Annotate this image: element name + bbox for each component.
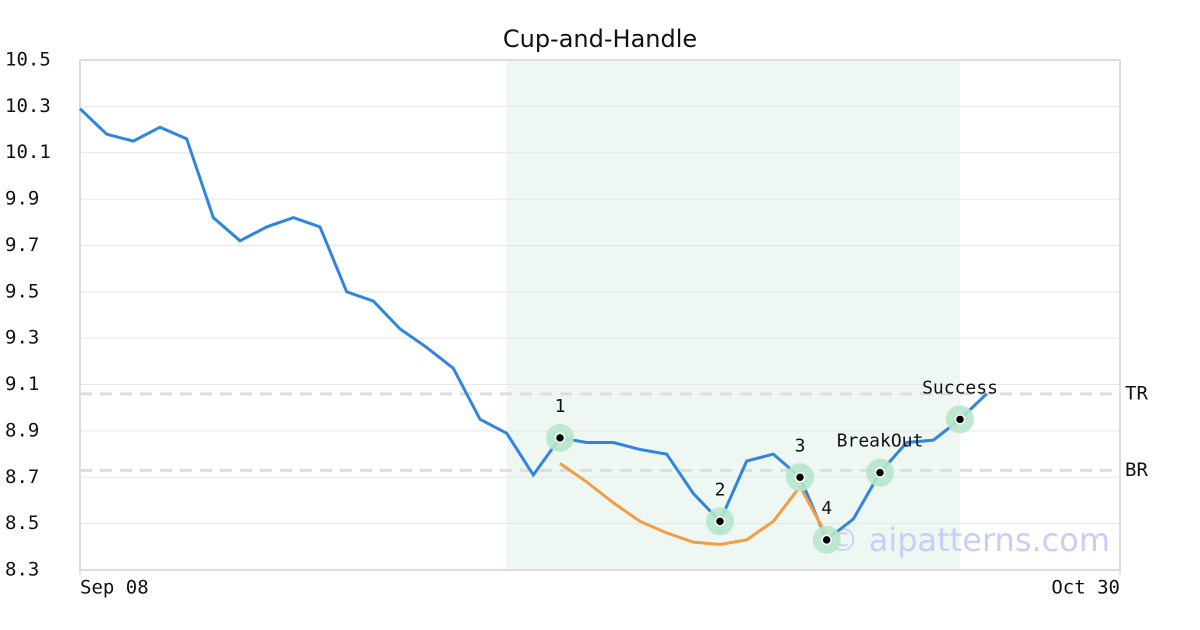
y-tick-label: 8.7 <box>5 466 39 488</box>
point-marker <box>821 534 832 546</box>
y-tick-label: 10.5 <box>5 49 51 71</box>
level-label: TR <box>1125 382 1148 404</box>
y-tick-label: 9.7 <box>5 234 39 256</box>
y-tick-label: 9.9 <box>5 188 39 210</box>
y-tick-label: 9.3 <box>5 327 39 349</box>
y-tick-label: 8.9 <box>5 419 39 441</box>
level-label: BR <box>1125 459 1148 481</box>
plot-frame <box>79 59 1121 571</box>
point-label: 4 <box>821 498 832 519</box>
y-tick-label: 8.5 <box>5 512 39 534</box>
point-label: 2 <box>715 479 726 500</box>
point-label: 3 <box>795 435 806 456</box>
point-marker <box>554 432 566 444</box>
x-tick-label: Oct 30 <box>1051 577 1120 599</box>
y-tick-label: 10.3 <box>5 95 51 117</box>
point-marker <box>714 516 726 527</box>
point-label: BreakOut <box>837 431 924 452</box>
series-line <box>559 462 828 547</box>
point-marker <box>794 472 806 483</box>
point-label: 1 <box>555 396 566 417</box>
watermark: © aipatterns.com <box>827 521 1110 559</box>
point-label: Success <box>922 377 998 398</box>
point-marker <box>874 467 886 478</box>
x-tick-label: Sep 08 <box>80 577 149 599</box>
chart-title: Cup-and-Handle <box>503 25 697 53</box>
y-tick-label: 9.5 <box>5 280 39 302</box>
y-tick-label: 8.3 <box>5 559 39 581</box>
point-marker <box>954 414 966 425</box>
y-tick-label: 10.1 <box>5 141 51 163</box>
y-tick-label: 9.1 <box>5 373 39 395</box>
